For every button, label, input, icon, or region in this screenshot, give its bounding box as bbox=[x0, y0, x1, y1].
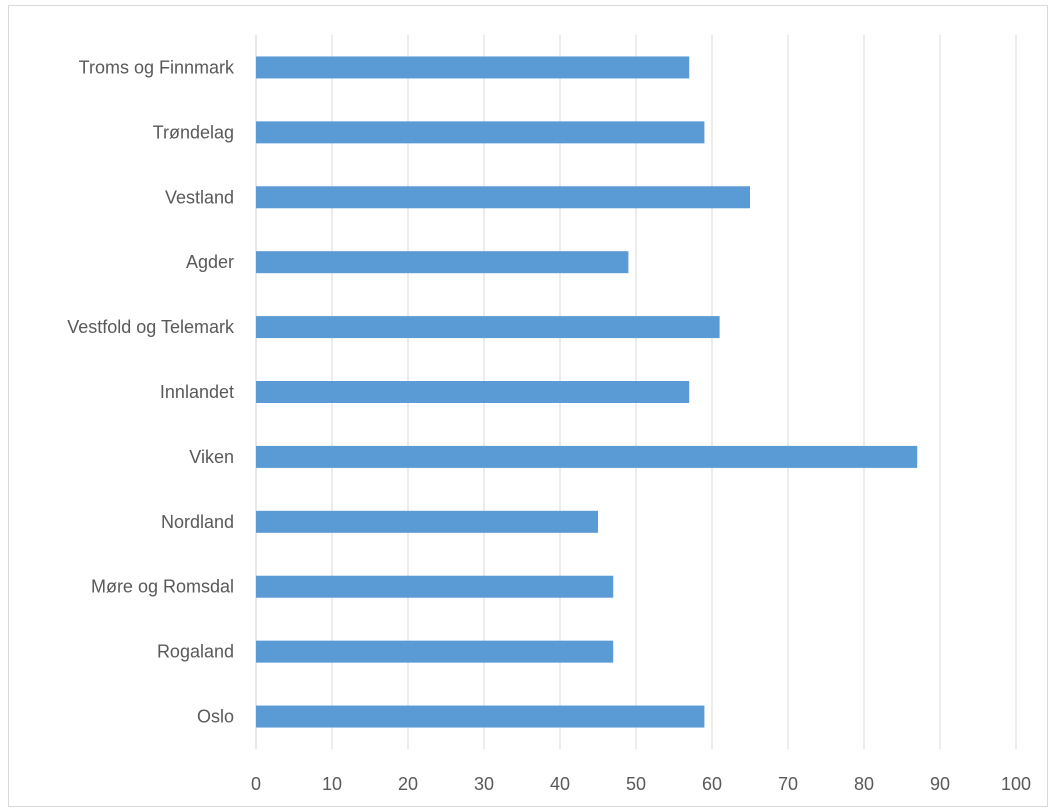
x-tick-label: 10 bbox=[322, 774, 342, 794]
bar-5 bbox=[256, 381, 690, 403]
category-label: Innlandet bbox=[160, 382, 234, 402]
category-label: Trøndelag bbox=[153, 122, 234, 142]
x-tick-label: 80 bbox=[854, 774, 874, 794]
x-tick-label-layer: 0 10 20 30 40 50 60 70 80 90 100 bbox=[251, 774, 1031, 794]
x-tick-label: 40 bbox=[550, 774, 570, 794]
bar-10 bbox=[256, 705, 705, 728]
bar-layer bbox=[256, 56, 918, 728]
category-label: Troms og Finnmark bbox=[79, 57, 235, 77]
x-tick-label: 60 bbox=[702, 774, 722, 794]
bar-2 bbox=[256, 186, 750, 209]
x-tick-label: 100 bbox=[1001, 774, 1031, 794]
bar-6 bbox=[256, 445, 918, 468]
grid-layer bbox=[255, 35, 1017, 749]
x-tick-label: 0 bbox=[251, 774, 261, 794]
category-label: Oslo bbox=[197, 707, 234, 727]
category-label: Møre og Romsdal bbox=[91, 577, 234, 597]
bar-0 bbox=[256, 56, 690, 79]
x-tick-label: 20 bbox=[398, 774, 418, 794]
category-label: Agder bbox=[186, 252, 234, 272]
x-tick-label: 50 bbox=[626, 774, 646, 794]
bar-7 bbox=[256, 510, 598, 533]
bar-3 bbox=[256, 251, 629, 274]
category-label: Vestland bbox=[165, 187, 234, 207]
bar-1 bbox=[256, 121, 705, 144]
x-tick-label: 30 bbox=[474, 774, 494, 794]
bar-4 bbox=[256, 316, 720, 339]
category-label-layer: Troms og Finnmark Trøndelag Vestland Agder V… bbox=[67, 57, 235, 726]
bar-9 bbox=[256, 640, 614, 663]
category-label: Nordland bbox=[161, 512, 234, 532]
category-label: Rogaland bbox=[157, 642, 234, 662]
bar-8 bbox=[256, 575, 614, 598]
x-tick-label: 70 bbox=[778, 774, 798, 794]
category-label: Vestfold og Telemark bbox=[67, 317, 235, 337]
category-label: Viken bbox=[189, 447, 234, 467]
x-tick-label: 90 bbox=[930, 774, 950, 794]
